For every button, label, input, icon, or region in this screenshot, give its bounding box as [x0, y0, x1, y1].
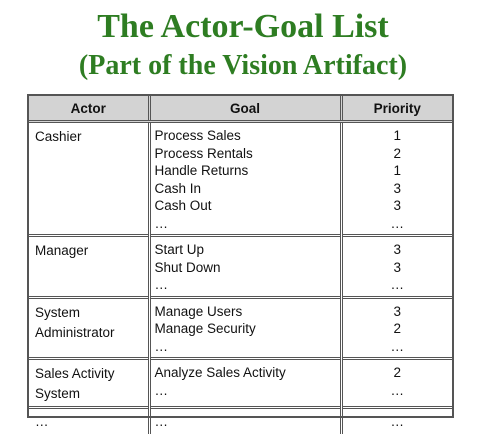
priority-value: 1 [393, 128, 401, 143]
actor-cell: Manager [29, 234, 149, 297]
priority-value: … [390, 382, 405, 398]
priority-cell: 2 … [339, 357, 452, 408]
priority-value: 1 [393, 163, 401, 178]
table-row: Sales Activity System Analyze Sales Acti… [29, 357, 452, 408]
goal-item: Manage Users [154, 303, 243, 319]
page-title: The Actor-Goal List [97, 8, 389, 45]
priority-value: … [390, 215, 405, 231]
goal-item: Start Up [154, 242, 205, 257]
priority-value: … [390, 277, 405, 292]
actor-name: System [35, 304, 81, 320]
priority-value: 3 [393, 259, 401, 275]
actor-cell: Sales Activity System [29, 357, 149, 408]
priority-value: 2 [393, 321, 401, 336]
actor-name: Cashier [35, 129, 82, 144]
goal-item: … [154, 277, 169, 292]
goal-item: Manage Security [154, 321, 256, 336]
header-goal: Goal [147, 96, 341, 123]
goal-item: Cash In [154, 180, 202, 196]
goal-item: Analyze Sales Activity [154, 365, 286, 380]
goal-item: … [154, 382, 169, 398]
goal-cell: Process Sales Process Rentals Handle Ret… [147, 121, 341, 236]
goal-item: Process Sales [154, 128, 241, 143]
header-priority: Priority [339, 96, 452, 123]
goal-cell: Manage Users Manage Security … [147, 295, 341, 359]
actor-cell: Cashier [29, 122, 149, 236]
table-row: Cashier Process Sales Process Rentals Ha… [29, 121, 452, 236]
goal-cell: … [147, 406, 341, 434]
priority-cell: 1 2 1 3 3 … [339, 121, 452, 236]
priority-value: 2 [393, 365, 401, 380]
goal-item: Cash Out [154, 198, 212, 213]
header-actor: Actor [29, 96, 149, 123]
goal-item: Shut Down [154, 259, 221, 275]
table-row: System Administrator Manage Users Manage… [29, 295, 452, 359]
actor-cell: System Administrator [29, 295, 149, 359]
actor-cell: … [29, 406, 149, 434]
table-row: … … … [29, 406, 452, 434]
priority-cell: … [339, 406, 452, 434]
actor-name: System [35, 386, 81, 401]
priority-value: … [390, 338, 405, 354]
priority-value: 3 [393, 180, 401, 196]
goal-item: … [154, 215, 169, 231]
actor-name: Administrator [35, 324, 115, 340]
actor-name: … [35, 414, 49, 429]
goal-item: … [154, 414, 169, 429]
goal-item: Handle Returns [154, 163, 249, 178]
priority-value: 3 [393, 198, 401, 213]
page-subtitle: (Part of the Vision Artifact) [78, 50, 408, 81]
priority-value: 3 [393, 242, 401, 257]
priority-value: 3 [393, 303, 401, 319]
priority-cell: 3 3 … [339, 234, 452, 297]
actor-goal-table: Actor Goal Priority Cashier Process Sale… [27, 94, 454, 434]
priority-value: 2 [393, 145, 401, 161]
priority-cell: 3 2 … [339, 295, 452, 359]
actor-name: Sales Activity [35, 366, 115, 381]
table-row: Manager Start Up Shut Down … 3 3 … [29, 234, 452, 297]
goal-cell: Start Up Shut Down … [147, 234, 341, 297]
priority-value: … [390, 414, 405, 429]
goal-item: Process Rentals [154, 145, 253, 161]
goal-cell: Analyze Sales Activity … [147, 357, 341, 408]
goal-item: … [154, 338, 169, 354]
table-header-row: Actor Goal Priority [29, 96, 452, 123]
actor-name: Manager [35, 243, 89, 258]
